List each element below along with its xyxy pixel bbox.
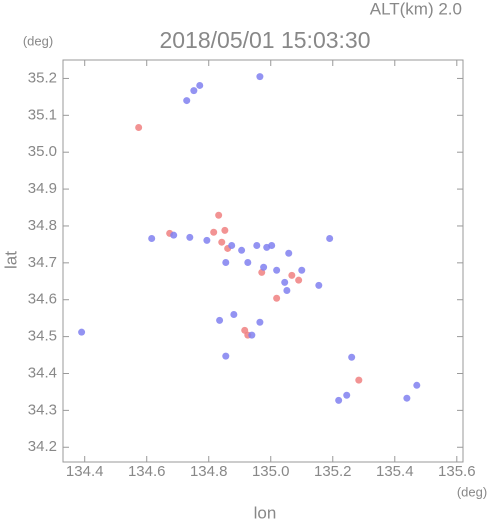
- echo-point: [238, 246, 246, 254]
- y-tick-label: 34.8: [28, 217, 57, 234]
- x-tick-label: 134.6: [128, 463, 166, 480]
- echo-point: [170, 231, 178, 239]
- echo-point: [260, 263, 268, 271]
- echo-point: [248, 331, 256, 339]
- echo-point: [343, 391, 351, 399]
- echo-point: [256, 318, 264, 326]
- echo-point: [295, 276, 303, 284]
- y-unit: (deg): [23, 33, 53, 48]
- y-tick-label: 34.5: [28, 328, 57, 345]
- echo-point: [183, 97, 191, 105]
- x-tick-label: 135.2: [314, 463, 352, 480]
- echo-point: [273, 294, 281, 302]
- echo-point: [335, 396, 343, 404]
- echo-point: [403, 394, 411, 402]
- x-tick-label: 134.8: [190, 463, 228, 480]
- echo-point: [222, 258, 230, 266]
- altitude-label: ALT(km) 2.0: [370, 0, 462, 18]
- echo-point: [135, 123, 143, 131]
- x-tick-label: 135.4: [376, 463, 414, 480]
- echo-point: [241, 326, 249, 334]
- y-tick-label: 35.0: [28, 143, 57, 160]
- chart-title: 2018/05/01 15:03:30: [159, 27, 370, 53]
- echo-point: [298, 266, 306, 274]
- echo-point: [355, 376, 363, 384]
- echo-point: [222, 352, 230, 360]
- echo-point: [228, 242, 236, 250]
- echo-point: [221, 226, 229, 234]
- echo-point: [281, 278, 289, 286]
- y-tick-label: 34.4: [28, 364, 57, 381]
- echo-point: [215, 211, 223, 219]
- echo-point: [315, 281, 323, 289]
- x-tick-label: 134.4: [66, 463, 104, 480]
- echo-point: [210, 228, 218, 236]
- x-axis-label: lon: [254, 503, 277, 521]
- echo-point: [285, 249, 293, 257]
- y-axis-label: lat: [1, 251, 20, 269]
- plot-frame: [62, 59, 464, 463]
- y-tick-label: 35.1: [28, 106, 57, 123]
- y-tick-label: 34.2: [28, 438, 57, 455]
- echo-point: [186, 233, 194, 241]
- echo-point: [256, 73, 264, 81]
- echo-point: [348, 353, 356, 361]
- echo-point: [326, 235, 334, 243]
- echo-point: [273, 266, 281, 274]
- echo-point: [244, 258, 252, 266]
- y-tick-label: 34.7: [28, 254, 57, 271]
- y-tick-label: 35.2: [28, 69, 57, 86]
- x-tick-label: 135.0: [252, 463, 290, 480]
- echo-point: [190, 87, 198, 95]
- x-tick-label: 135.6: [438, 463, 476, 480]
- echo-point: [148, 235, 156, 243]
- echo-point: [253, 242, 261, 250]
- echo-point: [230, 310, 238, 318]
- echo-point: [283, 287, 291, 295]
- x-unit: (deg): [457, 484, 487, 499]
- y-tick-label: 34.9: [28, 180, 57, 197]
- echo-point: [203, 236, 211, 244]
- echo-point: [268, 242, 276, 250]
- y-tick-label: 34.3: [28, 401, 57, 418]
- echo-point: [413, 381, 421, 389]
- y-tick-label: 34.6: [28, 291, 57, 308]
- echo-point: [216, 316, 224, 324]
- echo-point: [196, 81, 204, 89]
- echo-point: [218, 238, 226, 246]
- echo-point: [78, 328, 86, 336]
- echo-point: [288, 271, 296, 279]
